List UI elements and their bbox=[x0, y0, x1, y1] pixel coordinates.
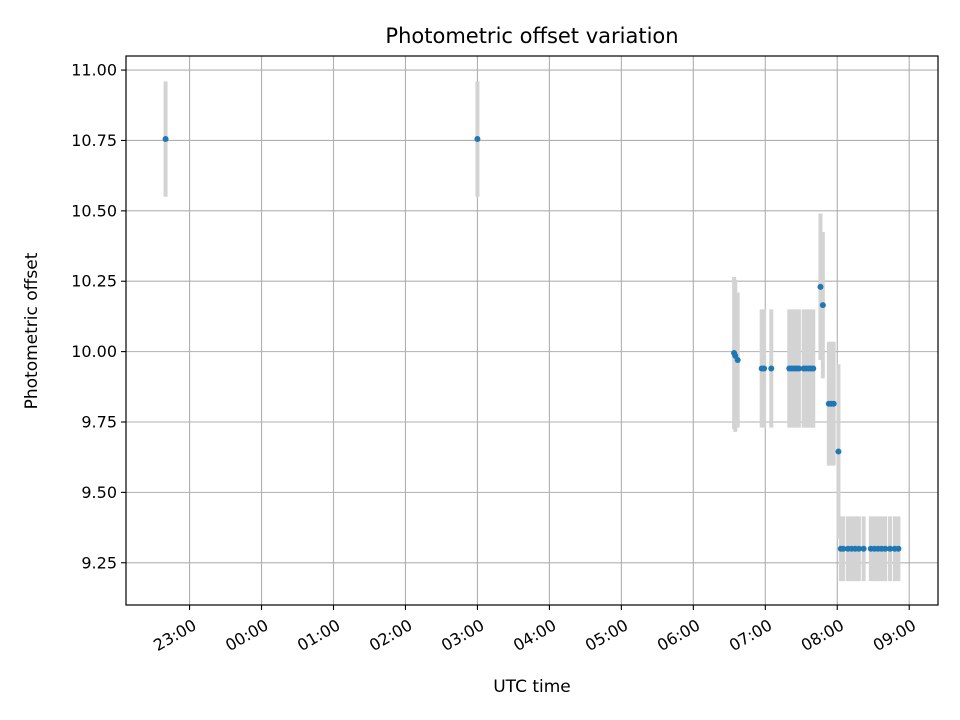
data-point bbox=[810, 365, 817, 372]
y-tick-label: 10.00 bbox=[71, 342, 117, 361]
data-point bbox=[835, 448, 842, 455]
y-tick-label: 10.75 bbox=[71, 131, 117, 150]
data-point bbox=[840, 545, 847, 552]
chart-title: Photometric offset variation bbox=[385, 24, 678, 48]
y-axis-label: Photometric offset bbox=[22, 252, 42, 409]
y-tick-label: 9.75 bbox=[81, 413, 117, 432]
data-point bbox=[882, 545, 889, 552]
data-point bbox=[819, 302, 826, 309]
data-point bbox=[162, 136, 169, 143]
y-tick-label: 10.50 bbox=[71, 201, 117, 220]
data-point bbox=[761, 365, 768, 372]
data-point bbox=[474, 136, 481, 143]
data-point bbox=[795, 365, 802, 372]
data-point bbox=[830, 400, 837, 407]
x-axis-label: UTC time bbox=[493, 677, 571, 697]
data-point bbox=[860, 545, 867, 552]
y-tick-label: 9.25 bbox=[81, 553, 117, 572]
data-point bbox=[855, 545, 862, 552]
y-tick-label: 10.25 bbox=[71, 272, 117, 291]
y-tick-label: 9.50 bbox=[81, 483, 117, 502]
y-tick-label: 11.00 bbox=[71, 61, 117, 80]
data-points bbox=[162, 136, 902, 552]
data-point bbox=[887, 545, 894, 552]
data-point bbox=[895, 545, 902, 552]
plot-frame bbox=[125, 55, 939, 606]
data-point bbox=[734, 357, 741, 364]
data-point bbox=[817, 283, 824, 290]
data-point bbox=[768, 365, 775, 372]
